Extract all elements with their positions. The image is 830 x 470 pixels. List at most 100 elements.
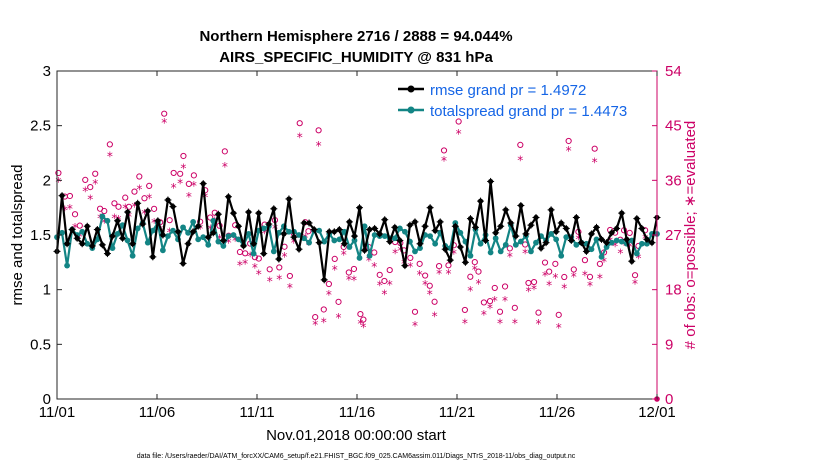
spread-point — [598, 253, 605, 260]
obs-possible-marker — [190, 172, 197, 179]
spread-point — [99, 213, 106, 220]
spread-point — [588, 246, 595, 253]
obs-evaluated-marker: * — [497, 316, 503, 330]
rmse-point — [562, 224, 570, 232]
obs-evaluated-marker: * — [72, 221, 78, 235]
rmse-point — [280, 230, 288, 238]
obs-evaluated-marker: * — [441, 154, 447, 168]
obs-evaluated-marker: * — [621, 238, 627, 252]
right-axis-label: # of obs: o=possible; ∗=evaluated — [682, 121, 699, 350]
rmse-point — [265, 220, 273, 228]
obs-possible-marker — [565, 137, 572, 145]
obs-possible-marker — [561, 273, 568, 281]
obs-evaluated-marker: * — [297, 131, 303, 145]
obs-evaluated-marker: * — [67, 202, 73, 216]
obs-evaluated-marker: * — [552, 271, 558, 285]
obs-possible-marker — [435, 263, 443, 270]
obs-possible-marker — [122, 194, 129, 201]
spread-point — [517, 238, 524, 245]
y-tick-label: 0.5 — [30, 336, 51, 353]
obs-possible-marker — [546, 268, 553, 275]
obs-possible-marker — [146, 182, 153, 190]
rmse-point — [124, 208, 132, 216]
obs-evaluated-marker: * — [131, 200, 137, 214]
rmse-point — [310, 226, 318, 234]
obs-possible-marker — [467, 273, 474, 280]
obs-evaluated-marker: * — [601, 255, 607, 269]
obs-possible-marker — [296, 120, 303, 127]
spread-point — [553, 236, 560, 243]
obs-possible-marker — [591, 145, 598, 152]
spread-point — [366, 252, 373, 259]
rmse-point — [199, 180, 207, 188]
obs-possible-marker — [581, 257, 589, 264]
y-tick-label: 1.5 — [30, 227, 51, 244]
obs-possible-marker — [426, 282, 433, 289]
obs-evaluated-marker: * — [422, 278, 428, 292]
obs-evaluated-marker: * — [141, 207, 147, 221]
rmse-point — [618, 209, 626, 217]
rmse-point — [345, 218, 353, 226]
rmse-point — [164, 196, 172, 204]
obs-evaluated-marker: * — [517, 154, 523, 168]
x-tick-label: 11/06 — [139, 404, 175, 421]
obs-evaluated-marker: * — [97, 212, 103, 226]
obs-evaluated-marker: * — [397, 244, 403, 258]
legend-spread-label: totalspread grand pr = 1.4473 — [430, 103, 627, 120]
spread-point — [361, 223, 368, 230]
rmse-point — [502, 206, 510, 214]
obs-possible-marker — [501, 283, 509, 290]
obs-possible-marker — [570, 266, 577, 273]
obs-evaluated-marker: * — [522, 246, 528, 260]
obs-possible-marker — [445, 262, 452, 269]
rmse-series — [53, 177, 661, 284]
rmse-point — [129, 240, 137, 248]
obs-evaluated-marker: * — [575, 232, 581, 246]
legend-spread-marker — [407, 106, 415, 114]
obs-possible-marker — [141, 195, 148, 202]
obs-evaluated-marker: * — [111, 212, 117, 226]
spread-point — [260, 225, 267, 232]
spread-point — [603, 244, 610, 250]
obs-possible-marker — [242, 250, 249, 257]
obs-evaluated-marker: * — [207, 223, 213, 237]
obs-possible-marker — [416, 260, 423, 267]
rmse-point — [461, 258, 469, 266]
obs-evaluated-marker: * — [92, 177, 98, 191]
obs-possible-marker — [136, 173, 143, 180]
obs-evaluated-marker: * — [287, 281, 293, 295]
spread-point — [417, 245, 423, 252]
rmse-point — [240, 242, 248, 250]
rmse-point — [577, 239, 585, 247]
obs-possible-marker — [496, 308, 504, 315]
rmse-point — [315, 239, 323, 247]
obs-possible-marker — [101, 207, 108, 215]
rmse-point — [270, 205, 278, 213]
rmse-point — [396, 236, 404, 244]
spread-point — [608, 239, 615, 246]
obs-evaluated-marker: * — [566, 144, 572, 158]
right-tick-label: 18 — [665, 282, 682, 299]
obs-possible-marker — [125, 203, 133, 210]
rmse-point — [295, 245, 303, 253]
obs-possible-marker — [407, 254, 414, 261]
spread-point — [84, 240, 91, 247]
obs-possible-marker — [475, 268, 482, 275]
obs-possible-marker — [315, 127, 322, 134]
obs-possible-marker — [535, 309, 542, 316]
rmse-point — [159, 231, 167, 239]
rmse-point — [320, 276, 328, 284]
right-tick-label: 0 — [665, 391, 673, 408]
obs-evaluated-marker: * — [381, 288, 387, 302]
right-tick-label: 27 — [665, 227, 682, 244]
obs-evaluated-marker: * — [571, 270, 577, 284]
right-tick-label: 54 — [665, 63, 682, 80]
obs-evaluated-marker: * — [177, 176, 183, 190]
obs-possible-marker — [555, 311, 562, 318]
obs-evaluated-marker: * — [55, 175, 61, 189]
obs-possible-marker — [221, 148, 228, 155]
spread-point — [114, 231, 121, 237]
obs-possible-marker — [431, 298, 438, 305]
right-ticks: 0 9 18 27 36 45 54 — [652, 63, 682, 408]
rmse-point — [643, 235, 651, 243]
